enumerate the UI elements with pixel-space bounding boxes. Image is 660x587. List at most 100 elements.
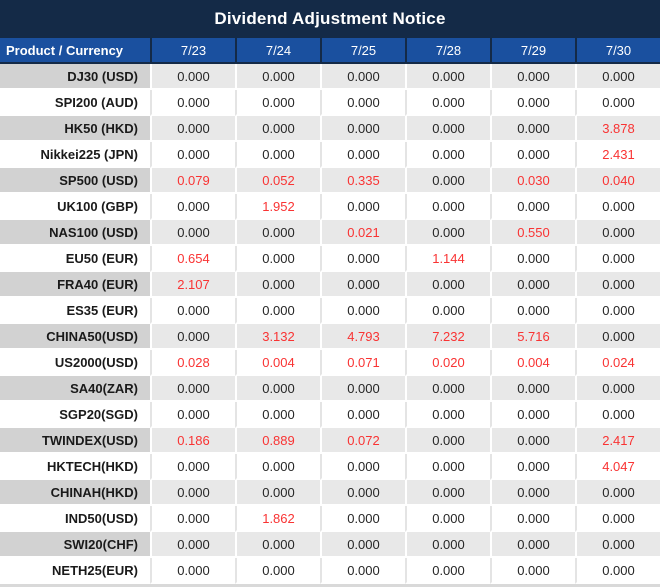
value-cell: 0.000 <box>575 532 660 558</box>
product-cell: TWINDEX(USD) <box>0 428 150 454</box>
value-cell: 0.000 <box>405 454 490 480</box>
value-cell: 0.000 <box>150 90 235 116</box>
value-cell: 0.000 <box>405 376 490 402</box>
value-cell: 0.000 <box>405 142 490 168</box>
value-cell: 0.000 <box>150 376 235 402</box>
value-cell: 0.000 <box>490 194 575 220</box>
value-cell: 4.047 <box>575 454 660 480</box>
table-row: SPI200 (AUD) 0.000 0.000 0.000 0.000 0.000 0.0… <box>0 90 660 116</box>
value-cell: 0.000 <box>235 402 320 428</box>
table-row: ES35 (EUR) 0.000 0.000 0.000 0.000 0.000 0.000 <box>0 298 660 324</box>
value-cell: 0.000 <box>320 454 405 480</box>
value-cell: 0.000 <box>575 506 660 532</box>
col-header-date: 7/29 <box>490 38 575 64</box>
table-row: HKTECH(HKD) 0.000 0.000 0.000 0.000 0.000 4.04… <box>0 454 660 480</box>
col-header-date: 7/23 <box>150 38 235 64</box>
value-cell: 0.000 <box>575 64 660 90</box>
value-cell: 0.000 <box>235 64 320 90</box>
value-cell: 0.000 <box>320 402 405 428</box>
value-cell: 0.000 <box>235 480 320 506</box>
value-cell: 0.000 <box>490 454 575 480</box>
table-row: SA40(ZAR) 0.000 0.000 0.000 0.000 0.000 0.000 <box>0 376 660 402</box>
value-cell: 0.000 <box>575 376 660 402</box>
value-cell: 7.232 <box>405 324 490 350</box>
value-cell: 0.000 <box>150 324 235 350</box>
value-cell: 0.000 <box>235 272 320 298</box>
value-cell: 0.000 <box>405 428 490 454</box>
value-cell: 0.550 <box>490 220 575 246</box>
value-cell: 0.000 <box>150 64 235 90</box>
product-cell: IND50(USD) <box>0 506 150 532</box>
value-cell: 0.000 <box>405 402 490 428</box>
value-cell: 0.000 <box>490 272 575 298</box>
value-cell: 0.000 <box>320 64 405 90</box>
table-row: SP500 (USD) 0.079 0.052 0.335 0.000 0.030 0.04… <box>0 168 660 194</box>
product-cell: US2000(USD) <box>0 350 150 376</box>
value-cell: 3.132 <box>235 324 320 350</box>
table-row: SGP20(SGD) 0.000 0.000 0.000 0.000 0.000 0.000 <box>0 402 660 428</box>
bottom-divider <box>0 584 660 587</box>
value-cell: 0.000 <box>320 532 405 558</box>
table-row: SWI20(CHF) 0.000 0.000 0.000 0.000 0.000 0.000 <box>0 532 660 558</box>
value-cell: 0.000 <box>235 90 320 116</box>
value-cell: 0.024 <box>575 350 660 376</box>
value-cell: 0.000 <box>490 558 575 584</box>
value-cell: 4.793 <box>320 324 405 350</box>
value-cell: 0.000 <box>235 454 320 480</box>
value-cell: 0.000 <box>320 116 405 142</box>
table-header-row: Product / Currency 7/23 7/24 7/25 7/28 7/29 7/… <box>0 38 660 64</box>
value-cell: 0.889 <box>235 428 320 454</box>
value-cell: 5.716 <box>490 324 575 350</box>
value-cell: 0.000 <box>490 428 575 454</box>
value-cell: 0.000 <box>150 506 235 532</box>
value-cell: 0.000 <box>150 194 235 220</box>
product-cell: CHINAH(HKD) <box>0 480 150 506</box>
product-cell: SP500 (USD) <box>0 168 150 194</box>
value-cell: 0.052 <box>235 168 320 194</box>
product-cell: EU50 (EUR) <box>0 246 150 272</box>
value-cell: 0.000 <box>405 506 490 532</box>
value-cell: 0.000 <box>490 64 575 90</box>
value-cell: 0.040 <box>575 168 660 194</box>
value-cell: 0.000 <box>150 142 235 168</box>
value-cell: 0.000 <box>150 480 235 506</box>
value-cell: 0.000 <box>150 454 235 480</box>
col-header-date: 7/28 <box>405 38 490 64</box>
table-row: DJ30 (USD) 0.000 0.000 0.000 0.000 0.000 0.000 <box>0 64 660 90</box>
value-cell: 0.000 <box>150 220 235 246</box>
value-cell: 0.000 <box>490 402 575 428</box>
product-cell: DJ30 (USD) <box>0 64 150 90</box>
value-cell: 0.000 <box>405 116 490 142</box>
value-cell: 0.000 <box>150 116 235 142</box>
product-cell: NAS100 (USD) <box>0 220 150 246</box>
value-cell: 0.000 <box>150 298 235 324</box>
product-cell: HKTECH(HKD) <box>0 454 150 480</box>
value-cell: 0.000 <box>405 480 490 506</box>
value-cell: 0.072 <box>320 428 405 454</box>
value-cell: 0.000 <box>575 272 660 298</box>
product-cell: CHINA50(USD) <box>0 324 150 350</box>
value-cell: 0.004 <box>490 350 575 376</box>
value-cell: 0.000 <box>575 194 660 220</box>
col-header-date: 7/30 <box>575 38 660 64</box>
page-title: Dividend Adjustment Notice <box>0 0 660 38</box>
value-cell: 0.000 <box>405 298 490 324</box>
value-cell: 0.000 <box>575 558 660 584</box>
value-cell: 0.000 <box>235 532 320 558</box>
table-row: CHINA50(USD) 0.000 3.132 4.793 7.232 5.716 0.0… <box>0 324 660 350</box>
product-cell: UK100 (GBP) <box>0 194 150 220</box>
value-cell: 0.000 <box>575 402 660 428</box>
value-cell: 0.000 <box>490 116 575 142</box>
product-cell: Nikkei225 (JPN) <box>0 142 150 168</box>
value-cell: 0.000 <box>405 64 490 90</box>
product-cell: ES35 (EUR) <box>0 298 150 324</box>
table-row: NAS100 (USD) 0.000 0.000 0.021 0.000 0.550 0.0… <box>0 220 660 246</box>
col-header-date: 7/25 <box>320 38 405 64</box>
value-cell: 0.000 <box>575 480 660 506</box>
value-cell: 0.000 <box>490 246 575 272</box>
value-cell: 0.000 <box>490 298 575 324</box>
table-row: IND50(USD) 0.000 1.862 0.000 0.000 0.000 0.000 <box>0 506 660 532</box>
value-cell: 0.079 <box>150 168 235 194</box>
value-cell: 1.862 <box>235 506 320 532</box>
